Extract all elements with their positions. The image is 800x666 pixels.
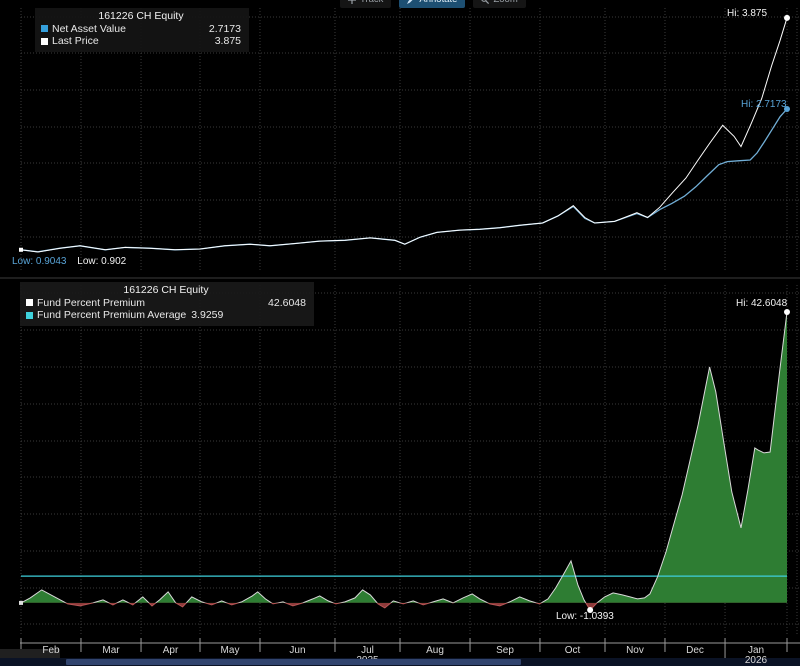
premium-average-swatch-icon — [26, 311, 33, 319]
hi-premium-annotation: Hi: 42.6048 — [736, 298, 788, 309]
zoom-button-label: Zoom — [493, 0, 517, 5]
track-button-label: Track — [360, 0, 383, 5]
hi-nav-annotation: Hi: 2.7173 — [741, 99, 787, 110]
last-price-swatch-icon — [41, 37, 48, 45]
track-crosshair-icon — [348, 0, 356, 4]
legend-row-last-price: Last Price 3.875 — [41, 35, 241, 48]
low-premium-annotation: Low: -1.0393 — [556, 611, 614, 622]
premium-average-value: 3.9259 — [191, 309, 224, 321]
top-panel-legend: 161226 CH Equity Net Asset Value 2.7173 … — [35, 8, 249, 52]
low-nav-annotation: Low: 0.9043 — [12, 256, 67, 267]
track-button[interactable]: Track — [340, 0, 392, 8]
nav-value: 2.7173 — [208, 22, 241, 35]
chart-toolbar: Track Annotate Zoom — [340, 0, 526, 8]
zoom-button[interactable]: Zoom — [473, 0, 526, 8]
top-panel-low-annotations: Low: 0.9043 Low: 0.902 — [12, 256, 126, 267]
annotate-button[interactable]: Annotate — [399, 0, 466, 8]
annotate-button-label: Annotate — [419, 0, 457, 5]
premium-value: 42.6048 — [268, 296, 306, 309]
legend-row-nav: Net Asset Value 2.7173 — [41, 23, 241, 36]
premium-label: Fund Percent Premium — [37, 296, 145, 309]
low-last-price-annotation: Low: 0.902 — [77, 256, 127, 267]
annotate-pencil-icon — [407, 0, 415, 4]
premium-swatch-icon — [26, 299, 33, 307]
top-legend-title: 161226 CH Equity — [98, 10, 184, 22]
bottom-panel-legend: 161226 CH Equity Fund Percent Premium 42… — [20, 282, 314, 326]
zoom-magnifier-icon — [481, 0, 490, 4]
last-price-label: Last Price — [52, 35, 99, 47]
legend-row-premium-average: Fund Percent Premium Average 3.9259 — [26, 309, 306, 322]
nav-label: Net Asset Value — [52, 22, 126, 35]
legend-row-premium: Fund Percent Premium 42.6048 — [26, 297, 306, 310]
premium-average-label: Fund Percent Premium Average — [37, 309, 187, 321]
hi-last-price-annotation: Hi: 3.875 — [727, 8, 768, 19]
bottom-legend-title: 161226 CH Equity — [123, 284, 209, 296]
horizontal-scrollbar-thumb[interactable] — [66, 659, 521, 665]
last-price-value: 3.875 — [214, 35, 241, 47]
nav-swatch-icon — [41, 25, 48, 33]
